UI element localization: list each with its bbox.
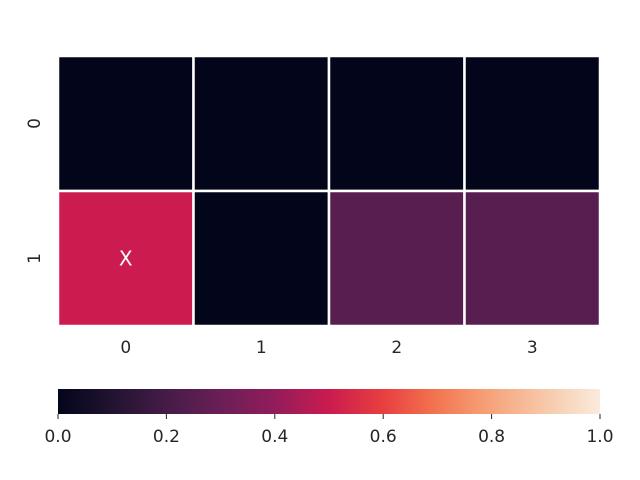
colorbar-tick-label: 0.0	[44, 427, 71, 447]
colorbar-tick-label: 0.2	[153, 427, 180, 447]
heatmap-cell-r0-c2	[327, 54, 466, 193]
x-tick-label: 3	[527, 338, 538, 358]
colorbar-tick-label: 0.8	[478, 427, 505, 447]
heatmap-cell-r0-c0	[56, 54, 195, 193]
heatmap-annotations: X	[119, 247, 133, 271]
heatmap-cells	[56, 54, 602, 328]
x-tick-label: 2	[391, 338, 402, 358]
cell-annotation: X	[119, 247, 133, 271]
colorbar-tick-label: 0.4	[261, 427, 288, 447]
colorbar: 0.0 0.2 0.4 0.6 0.8 1.0	[44, 389, 614, 447]
x-axis-ticks: 0 1 2 3	[120, 338, 537, 358]
heatmap-cell-r1-c1	[192, 189, 331, 328]
colorbar-tick-label: 1.0	[586, 427, 613, 447]
y-tick-label: 0	[25, 118, 45, 129]
x-tick-label: 0	[120, 338, 131, 358]
heatmap-cell-r0-c1	[192, 54, 331, 193]
y-tick-label: 1	[25, 253, 45, 264]
y-axis-ticks: 01	[25, 118, 45, 264]
x-tick-label: 1	[256, 338, 267, 358]
heatmap-cell-r1-c3	[463, 189, 602, 328]
heatmap-cell-r1-c0	[56, 189, 195, 328]
heatmap-cell-r0-c3	[463, 54, 602, 193]
colorbar-tick-label: 0.6	[370, 427, 397, 447]
heatmap-cell-r1-c2	[327, 189, 466, 328]
colorbar-gradient	[58, 389, 600, 414]
